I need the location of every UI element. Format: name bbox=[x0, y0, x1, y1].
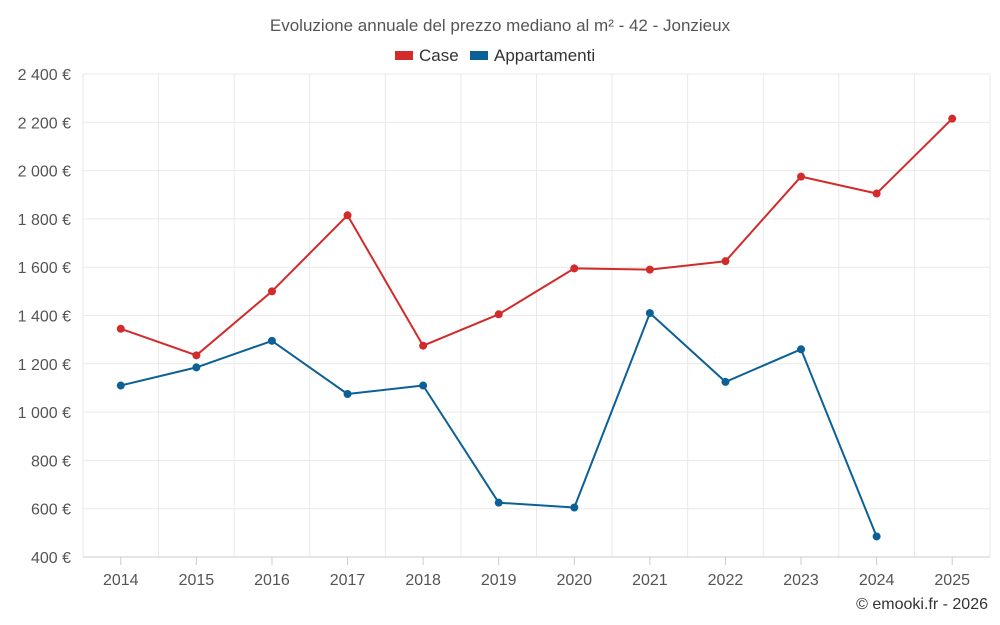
y-tick-label: 1 000 € bbox=[18, 405, 71, 422]
x-tick-label: 2019 bbox=[481, 572, 517, 589]
x-tick-label: 2015 bbox=[179, 572, 215, 589]
data-point-case[interactable] bbox=[645, 265, 654, 274]
data-point-appartamenti[interactable] bbox=[267, 336, 276, 345]
y-tick-label: 2 000 € bbox=[18, 164, 71, 181]
y-tick-label: 2 400 € bbox=[18, 67, 71, 84]
data-point-appartamenti[interactable] bbox=[721, 377, 730, 386]
grid-lines bbox=[82, 73, 991, 557]
data-point-appartamenti[interactable] bbox=[494, 498, 503, 507]
data-point-case[interactable] bbox=[948, 114, 957, 123]
data-point-appartamenti[interactable] bbox=[192, 363, 201, 372]
data-point-appartamenti[interactable] bbox=[645, 309, 654, 318]
x-tick-label: 2016 bbox=[254, 572, 290, 589]
y-tick-label: 2 200 € bbox=[18, 115, 71, 132]
data-point-appartamenti[interactable] bbox=[419, 381, 428, 390]
data-point-case[interactable] bbox=[721, 257, 730, 266]
series-line-case bbox=[120, 117, 953, 357]
y-tick-label: 1 400 € bbox=[18, 309, 71, 326]
legend-label-case: Case bbox=[419, 46, 459, 65]
y-axis-ticks: 400 € 600 € 800 € 1 000 € 1 200 € 1 400 € 1 60… bbox=[18, 67, 71, 567]
x-tick-label: 2020 bbox=[556, 572, 592, 589]
legend-item-case[interactable]: Case bbox=[395, 46, 459, 65]
data-point-case[interactable] bbox=[343, 211, 352, 220]
x-tick-label: 2023 bbox=[783, 572, 819, 589]
legend-label-appartamenti: Appartamenti bbox=[494, 46, 595, 65]
chart-title: Evoluzione annuale del prezzo mediano al… bbox=[270, 16, 731, 35]
data-point-case[interactable] bbox=[872, 189, 881, 198]
data-point-case[interactable] bbox=[116, 324, 125, 333]
series bbox=[116, 114, 957, 541]
y-tick-label: 1 600 € bbox=[18, 260, 71, 277]
legend: Case Appartamenti bbox=[395, 46, 595, 65]
y-tick-label: 1 800 € bbox=[18, 212, 71, 229]
y-tick-label: 400 € bbox=[31, 550, 71, 567]
x-tick-label: 2018 bbox=[405, 572, 441, 589]
data-point-appartamenti[interactable] bbox=[797, 345, 806, 354]
data-point-case[interactable] bbox=[419, 341, 428, 350]
data-point-case[interactable] bbox=[192, 351, 201, 360]
data-point-case[interactable] bbox=[570, 264, 579, 273]
x-tick-label: 2021 bbox=[632, 572, 668, 589]
y-tick-label: 600 € bbox=[31, 502, 71, 519]
y-tick-label: 1 200 € bbox=[18, 357, 71, 374]
data-point-appartamenti[interactable] bbox=[116, 381, 125, 390]
x-tick-label: 2025 bbox=[934, 572, 970, 589]
x-tick-label: 2022 bbox=[708, 572, 744, 589]
data-point-case[interactable] bbox=[797, 172, 806, 181]
y-tick-label: 800 € bbox=[31, 453, 71, 470]
legend-swatch-appartamenti bbox=[470, 51, 488, 60]
data-point-appartamenti[interactable] bbox=[343, 389, 352, 398]
data-point-appartamenti[interactable] bbox=[570, 503, 579, 512]
legend-item-appartamenti[interactable]: Appartamenti bbox=[470, 46, 595, 65]
data-point-case[interactable] bbox=[267, 287, 276, 296]
x-tick-label: 2014 bbox=[103, 572, 139, 589]
series-case bbox=[116, 114, 957, 360]
x-tick-label: 2024 bbox=[859, 572, 895, 589]
x-tick-label: 2017 bbox=[330, 572, 366, 589]
legend-swatch-case bbox=[395, 51, 413, 60]
x-axis-ticks: 2014 2015 2016 2017 2018 2019 2020 2021 2022 2023… bbox=[103, 557, 970, 589]
series-appartamenti bbox=[116, 309, 881, 541]
credit-text[interactable]: © emooki.fr - 2026 bbox=[856, 596, 988, 613]
data-point-case[interactable] bbox=[494, 310, 503, 319]
data-point-appartamenti[interactable] bbox=[872, 532, 881, 541]
